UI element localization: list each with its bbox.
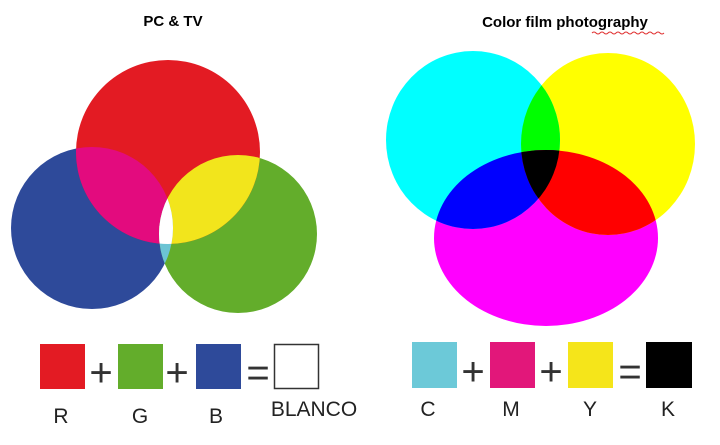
swatch-r	[40, 344, 85, 389]
label-r: R	[53, 405, 68, 428]
equals-sign: =	[618, 350, 641, 394]
label-k: K	[661, 398, 675, 421]
plus-sign: +	[539, 350, 562, 394]
label-c: C	[420, 398, 435, 421]
swatch-result-black	[646, 342, 692, 388]
right-title: Color film photography	[482, 14, 648, 31]
left-title: PC & TV	[143, 13, 202, 30]
label-result: BLANCO	[271, 398, 357, 421]
cyan-magenta-overlap	[434, 150, 560, 229]
swatch-b	[196, 344, 241, 389]
yellow-magenta-overlap	[521, 150, 658, 235]
label-y: Y	[583, 398, 597, 421]
swatch-m	[490, 342, 535, 388]
plus-sign: +	[89, 351, 112, 395]
equals-sign: =	[246, 351, 269, 395]
label-m: M	[502, 398, 520, 421]
spellcheck-underline	[591, 31, 665, 35]
rgb-equation: + + = R G B BLANCO	[40, 343, 357, 428]
swatch-g	[118, 344, 163, 389]
swatch-y	[568, 342, 613, 388]
swatch-result-white	[273, 343, 320, 390]
plus-sign: +	[165, 351, 188, 395]
label-b: B	[209, 405, 223, 428]
label-g: G	[132, 405, 148, 428]
cmy-equation: + + = C M Y K	[412, 342, 692, 421]
cmy-venn-diagram	[386, 51, 695, 326]
rgb-venn-diagram	[11, 60, 317, 313]
swatch-c	[412, 342, 457, 388]
plus-sign: +	[461, 350, 484, 394]
